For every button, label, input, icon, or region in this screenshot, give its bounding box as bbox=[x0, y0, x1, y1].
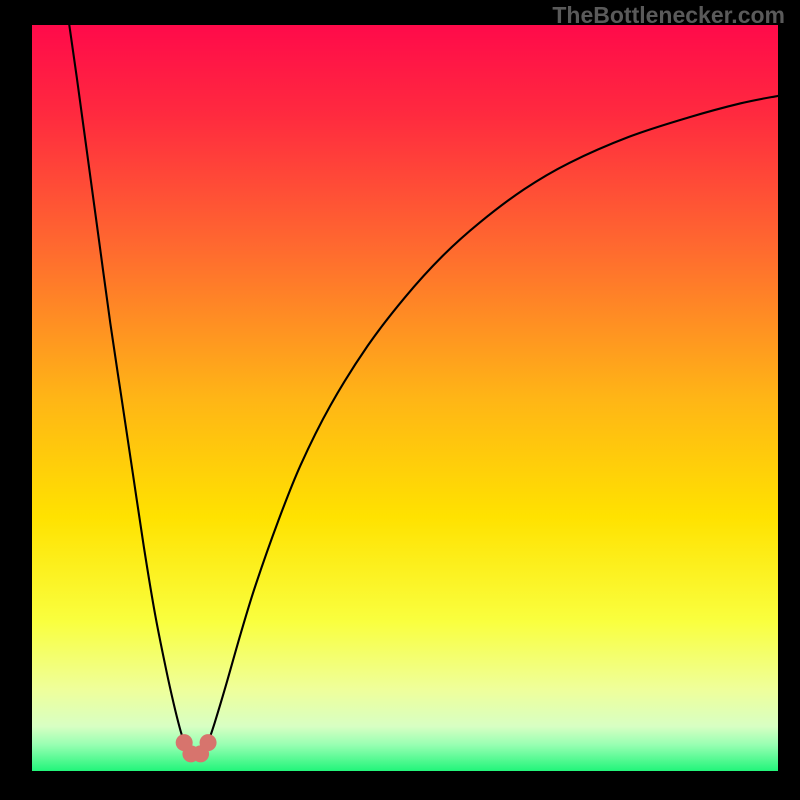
gradient-background bbox=[32, 25, 778, 771]
valley-marker-3 bbox=[200, 734, 217, 751]
chart-svg bbox=[32, 25, 778, 771]
watermark-text: TheBottlenecker.com bbox=[552, 2, 785, 29]
chart-plot-area bbox=[32, 25, 778, 771]
